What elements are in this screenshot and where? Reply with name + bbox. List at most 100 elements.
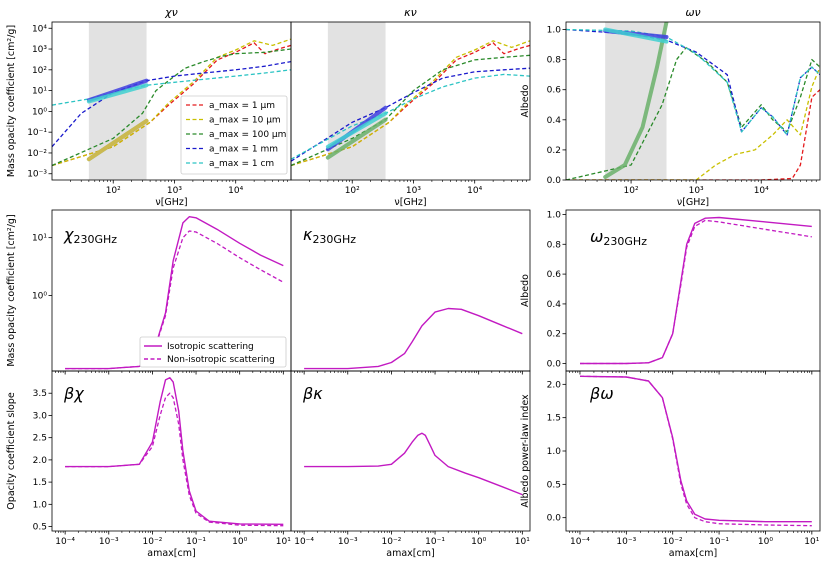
x-tick-label: 10⁰: [471, 537, 486, 547]
series-group: [65, 215, 284, 370]
axes-frame: [51, 370, 292, 532]
x-tick-label: 10⁴: [467, 186, 482, 196]
x-tick-label: 10²: [106, 186, 121, 196]
series-group: [304, 432, 523, 496]
y-tick-label: 10²: [32, 66, 47, 76]
series-line-a-max-10-m: [566, 66, 820, 180]
x-tick-label: 10¹: [515, 537, 530, 547]
series-line-fit-10-m: [86, 118, 149, 162]
y-tick-label: 1.0: [547, 210, 562, 220]
panel-chi_230: 10⁰ 10¹ χ230GHz Mass opacity coefficient [c…: [6, 209, 292, 375]
x-tick-label: 10⁻⁴: [55, 537, 75, 547]
series-line-a-max-100-m: [291, 54, 530, 167]
y-tick-label: 0.4: [547, 116, 562, 126]
y-tick-label: 3.0: [33, 411, 48, 421]
panel-label: βκ: [302, 384, 323, 403]
x-axis-label: amax[cm]: [386, 548, 434, 559]
axes-frame: [290, 370, 531, 532]
x-tick-label: 10⁰: [232, 537, 247, 547]
panel-label-subscript: 230GHz: [603, 235, 647, 248]
legend-box: [180, 95, 288, 175]
panel-label: βω: [589, 384, 614, 403]
y-tick-label: 10³: [32, 45, 47, 55]
y-axis-label: Albedo power-law index: [520, 394, 531, 508]
legend: a_max = 1 μm a_max = 10 μm a_max = 100 μm a…: [180, 95, 288, 175]
y-axis-label: Mass opacity coefficient [cm²/g]: [6, 214, 17, 366]
panel-title: χν: [164, 6, 178, 19]
series-line-a-max-1-mm: [291, 67, 530, 162]
legend-box: [139, 336, 287, 368]
y-tick-label: 10⁰: [32, 292, 47, 302]
y-tick-label: 2.0: [33, 456, 48, 466]
x-axis-label: ν[GHz]: [677, 197, 709, 208]
axes-frame: [565, 21, 821, 181]
series-line-a-max-100-m: [52, 48, 291, 167]
series-line-non-isotropic-scattering: [65, 392, 284, 527]
x-tick-label: 10¹: [804, 537, 819, 547]
panel-omega_nu: 10² 10³ 10⁴ 0.0 0.2 0.4 0.6 0.8 1.0 ων ν[GHz] Albed…: [520, 6, 821, 208]
series-group: [304, 307, 523, 370]
x-tick-label: 10²: [345, 186, 360, 196]
x-axis-label: amax[cm]: [147, 548, 195, 559]
panel-label-subscript: 230GHz: [73, 233, 117, 246]
x-tick-label: 10⁰: [758, 537, 773, 547]
series-line-fit-100-m: [603, 22, 669, 179]
x-tick-label: 10⁻²: [382, 537, 402, 547]
legend-entry: Isotropic scattering: [167, 342, 254, 352]
y-tick-label: 0.2: [547, 330, 561, 340]
legend: Isotropic scattering Non-isotropic scatte…: [139, 336, 287, 368]
panel-title: κν: [404, 6, 417, 19]
x-tick-label: 10⁻³: [338, 537, 358, 547]
panel-omega_230: 0.0 0.2 0.4 0.6 0.8 1.0 ω230GHz Albedo: [520, 209, 821, 375]
y-axis-label: Mass opacity coefficient [cm²/g]: [6, 25, 17, 177]
panel-chi_nu: 10² 10³ 10⁴ 10⁻³ 10⁻² 10⁻¹ 10⁰ 10¹ 10² 10³ 10⁴ χν ν[…: [6, 6, 292, 208]
x-axis-label: ν[GHz]: [394, 197, 426, 208]
y-tick-label: 0.8: [547, 240, 562, 250]
panel-title: ων: [685, 6, 700, 19]
y-tick-label: 10¹: [32, 87, 47, 97]
panel-label: ω230GHz: [590, 227, 647, 248]
series-group: [65, 377, 284, 527]
y-tick-label: 1.5: [33, 478, 47, 488]
shaded-band: [605, 22, 667, 180]
series-line-a-max-1-mm: [566, 28, 820, 136]
y-axis-label: Opacity coefficient slope: [6, 392, 17, 510]
series-line-a-max-1-mm: [52, 60, 291, 148]
legend-entry: a_max = 100 μm: [209, 130, 286, 140]
y-tick-label: 0.5: [33, 523, 47, 533]
x-tick-label: 10⁻²: [663, 537, 683, 547]
y-tick-label: 10⁴: [32, 24, 47, 34]
y-tick-label: 1.5: [547, 414, 561, 424]
x-tick-label: 10⁻³: [99, 537, 119, 547]
y-tick-label: 10⁻¹: [27, 128, 47, 138]
series-group: [52, 38, 291, 167]
x-tick-label: 10⁻¹: [709, 537, 729, 547]
y-tick-label: 0.8: [547, 56, 562, 66]
panel-label: χ230GHz: [63, 225, 117, 246]
y-tick-label: 2.0: [547, 380, 562, 390]
x-tick-label: 10⁻²: [143, 537, 163, 547]
legend-entry: a_max = 1 cm: [209, 159, 274, 169]
y-axis-label: Albedo: [520, 84, 531, 117]
y-tick-label: 0.0: [547, 176, 562, 186]
x-tick-label: 10⁻⁴: [294, 537, 314, 547]
series-line-a-max-1-cm: [291, 73, 530, 160]
series-line-absorption: [304, 307, 523, 370]
series-line-isotropic-scattering: [580, 216, 812, 365]
y-tick-label: 0.4: [547, 300, 562, 310]
x-tick-label: 10³: [167, 186, 182, 196]
series-group: [566, 22, 820, 180]
x-tick-label: 10¹: [276, 537, 291, 547]
y-tick-label: 0.2: [547, 146, 561, 156]
x-tick-label: 10⁻¹: [186, 537, 206, 547]
panel-label: κ230GHz: [303, 225, 356, 246]
series-line-fit-100-m: [325, 117, 388, 160]
series-line-fit-1-cm: [325, 111, 388, 149]
y-tick-label: 10¹: [32, 234, 47, 244]
y-axis-label: Albedo: [520, 274, 531, 307]
panel-kappa_230: κ230GHz: [290, 209, 531, 375]
series-line-a-max-100-m: [566, 46, 820, 180]
x-tick-label: 10⁻³: [616, 537, 636, 547]
legend-entry: a_max = 1 mm: [209, 145, 278, 155]
